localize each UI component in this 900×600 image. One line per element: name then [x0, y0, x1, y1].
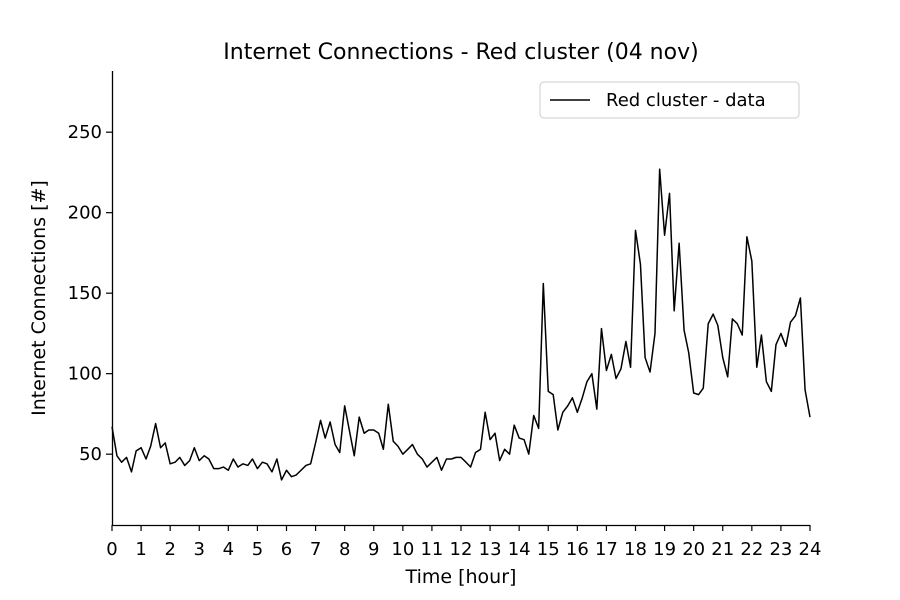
y-tick-label: 50 — [79, 444, 102, 465]
x-tick-label: 8 — [339, 539, 350, 560]
x-tick-label: 15 — [537, 539, 560, 560]
series-line-0 — [111, 168, 811, 481]
y-axis-label: Internet Connections [#] — [28, 180, 50, 416]
legend-box — [539, 81, 800, 119]
x-tick-label: 6 — [281, 539, 292, 560]
y-tick-label: 200 — [68, 203, 102, 224]
x-tick-label: 2 — [164, 539, 175, 560]
x-tick-label: 17 — [595, 539, 618, 560]
legend-label: Red cluster - data — [606, 90, 766, 111]
y-tick-label: 100 — [68, 364, 102, 385]
x-tick-label: 0 — [106, 539, 117, 560]
y-tick-label: 150 — [68, 283, 102, 304]
plot-area — [111, 168, 811, 481]
x-axis-label: Time [hour] — [405, 566, 517, 588]
x-tick-label: 10 — [391, 539, 414, 560]
x-tick-label: 7 — [310, 539, 321, 560]
legend: Red cluster - data — [539, 81, 800, 119]
x-tick-label: 23 — [769, 539, 792, 560]
x-tick-label: 18 — [624, 539, 647, 560]
x-tick-label: 21 — [711, 539, 734, 560]
x-tick-label: 16 — [566, 539, 589, 560]
x-tick-label: 4 — [223, 539, 234, 560]
x-tick-label: 13 — [479, 539, 502, 560]
x-axis-ticks: 0 1 2 3 4 5 6 7 8 9 10 11 12 13 14 15 16 17 18 19 20 21 22 23 24 — [106, 525, 821, 560]
y-axis-ticks: 50 100 150 200 250 — [68, 122, 112, 465]
x-tick-label: 5 — [252, 539, 263, 560]
x-tick-label: 24 — [799, 539, 822, 560]
x-tick-label: 9 — [368, 539, 379, 560]
chart-title: Internet Connections - Red cluster (04 n… — [223, 40, 698, 65]
x-tick-label: 11 — [420, 539, 443, 560]
x-tick-label: 3 — [194, 539, 205, 560]
x-tick-label: 12 — [450, 539, 473, 560]
x-tick-label: 14 — [508, 539, 531, 560]
x-tick-label: 20 — [682, 539, 705, 560]
x-tick-label: 19 — [653, 539, 676, 560]
x-tick-label: 1 — [135, 539, 146, 560]
y-tick-label: 250 — [68, 122, 102, 143]
x-tick-label: 22 — [740, 539, 763, 560]
